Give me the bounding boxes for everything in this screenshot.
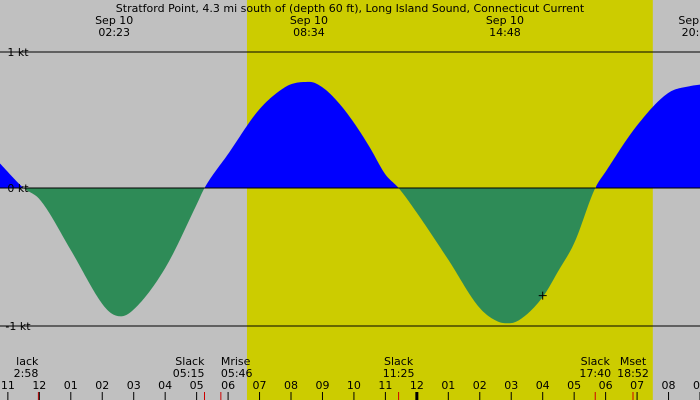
max-current-date: Sep 10 bbox=[290, 14, 328, 27]
max-current-date: Sep 10 bbox=[678, 14, 700, 27]
cursor-cross bbox=[538, 291, 547, 300]
x-tick-label: 07 bbox=[253, 379, 267, 392]
max-current-time: 14:48 bbox=[489, 26, 521, 39]
x-tick-label: 03 bbox=[504, 379, 518, 392]
max-current-time: 02:23 bbox=[98, 26, 130, 39]
event-time: 17:40 bbox=[579, 367, 611, 380]
event-label: Slack bbox=[384, 355, 414, 368]
x-tick-label: 10 bbox=[347, 379, 361, 392]
x-tick-label: 06 bbox=[221, 379, 235, 392]
x-tick-label: 09 bbox=[693, 379, 700, 392]
max-current-time: 08:34 bbox=[293, 26, 325, 39]
event-label: lack bbox=[16, 355, 39, 368]
cursor-marker bbox=[538, 291, 547, 300]
event-label: Mset bbox=[620, 355, 647, 368]
event-time: 05:15 bbox=[173, 367, 205, 380]
event-time: 11:25 bbox=[383, 367, 415, 380]
flood-current-area bbox=[205, 81, 399, 188]
x-tick-label: 05 bbox=[567, 379, 581, 392]
event-time: 05:46 bbox=[221, 367, 253, 380]
event-label: Mrise bbox=[221, 355, 251, 368]
ebb-current-area bbox=[399, 188, 596, 324]
flood-current-area bbox=[596, 84, 700, 188]
x-tick-label: 12 bbox=[32, 379, 46, 392]
x-tick-label: 02 bbox=[473, 379, 487, 392]
event-time: 18:52 bbox=[617, 367, 649, 380]
y-tick-label: 1 kt bbox=[7, 46, 29, 59]
y-tick-label: -1 kt bbox=[5, 320, 31, 333]
x-tick-label: 06 bbox=[599, 379, 613, 392]
event-label: Slack bbox=[581, 355, 611, 368]
flood-current-area bbox=[0, 163, 24, 188]
max-current-date: Sep 10 bbox=[486, 14, 524, 27]
x-tick-label: 12 bbox=[410, 379, 424, 392]
event-label: Slack bbox=[175, 355, 205, 368]
x-tick-label: 01 bbox=[64, 379, 78, 392]
x-tick-label: 08 bbox=[662, 379, 676, 392]
chart-title: Stratford Point, 4.3 mi south of (depth … bbox=[116, 2, 585, 15]
x-tick-label: 04 bbox=[536, 379, 550, 392]
event-labels: lack2:58Slack05:15Mrise05:46Slack11:25Sl… bbox=[14, 355, 649, 400]
x-tick-label: 07 bbox=[630, 379, 644, 392]
x-tick-label: 11 bbox=[1, 379, 15, 392]
x-tick-label: 09 bbox=[315, 379, 329, 392]
x-tick-label: 01 bbox=[441, 379, 455, 392]
x-tick-label: 02 bbox=[95, 379, 109, 392]
y-tick-label: 0 kt bbox=[7, 182, 29, 195]
max-current-date: Sep 10 bbox=[95, 14, 133, 27]
x-tick-label: 05 bbox=[190, 379, 204, 392]
x-tick-label: 03 bbox=[127, 379, 141, 392]
max-current-time: 20:55 bbox=[682, 26, 700, 39]
x-tick-label: 04 bbox=[158, 379, 172, 392]
ebb-current-area bbox=[24, 188, 205, 317]
event-time: 2:58 bbox=[14, 367, 39, 380]
x-tick-label: 08 bbox=[284, 379, 298, 392]
x-axis: 11 12 01 02 03 04 05 06 07 08 09 10 11 12 01 02 03 04 05 06… bbox=[1, 379, 700, 400]
current-area-layer bbox=[0, 81, 700, 324]
x-tick-label: 11 bbox=[378, 379, 392, 392]
y-gridlines: 1 kt 0 kt -1 kt bbox=[0, 46, 700, 333]
